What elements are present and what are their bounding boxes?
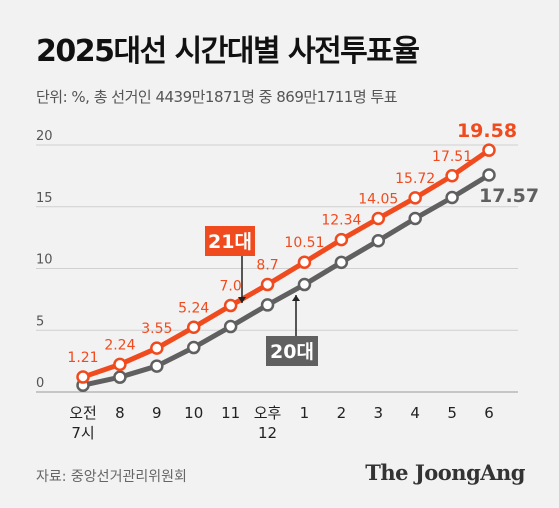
data-point-21: [260, 277, 275, 292]
chart-title: 2025대선 시간대별 사전투표율: [36, 34, 420, 69]
series-tag-20-arrowhead: [292, 295, 300, 301]
data-point-21: [113, 357, 127, 372]
y-tick-label: 10: [36, 253, 53, 268]
x-tick-label: 3: [373, 404, 383, 422]
data-label-21: 14.05: [358, 191, 398, 207]
data-label-21: 19.58: [457, 120, 517, 142]
data-point-20: [334, 255, 349, 270]
data-point-20: [150, 359, 164, 373]
series-tag-20-label: 20대: [270, 341, 314, 363]
y-tick-label: 0: [36, 376, 44, 391]
data-label-21: 5.24: [178, 300, 209, 316]
x-tick-label: 8: [115, 404, 125, 422]
data-point-21: [186, 320, 201, 335]
x-tick-label: 오후: [254, 404, 282, 422]
x-tick-label: 6: [484, 404, 494, 422]
data-point-21: [445, 169, 459, 183]
data-point-20: [408, 211, 422, 226]
data-point-20: [482, 168, 496, 182]
series-tag-21-box: [205, 226, 255, 256]
series-tag-21-arrowhead: [238, 297, 246, 303]
x-tick-label: 5: [447, 404, 457, 422]
x-tick-label: 12: [258, 424, 277, 442]
data-label-21: 17.51: [432, 149, 472, 165]
data-point-21: [408, 191, 422, 205]
data-point-21: [297, 255, 312, 269]
data-label-21: 1.21: [67, 350, 98, 366]
data-point-20: [223, 319, 238, 334]
x-tick-label: 오전: [69, 404, 97, 422]
data-label-21: 3.55: [141, 321, 172, 337]
x-tick-label: 7시: [71, 424, 94, 442]
data-point-20: [371, 233, 386, 248]
data-point-21: [150, 341, 164, 355]
data-point-20: [260, 298, 275, 312]
data-point-21: [482, 143, 496, 157]
data-point-21: [371, 211, 386, 226]
data-label-21: 2.24: [104, 337, 135, 353]
x-tick-label: 4: [410, 404, 420, 422]
y-tick-label: 20: [36, 129, 53, 144]
data-label-21: 15.72: [395, 171, 435, 187]
y-tick-label: 15: [36, 191, 53, 206]
x-tick-label: 11: [221, 404, 240, 422]
data-label-21: 7.0: [220, 279, 242, 295]
data-label-21: 8.7: [256, 258, 278, 274]
data-label-21: 10.51: [284, 235, 324, 251]
y-tick-label: 5: [36, 314, 44, 329]
series-tag-20-box: [266, 336, 318, 366]
data-point-21: [334, 232, 349, 247]
data-point-20: [113, 370, 127, 384]
publisher-logo: The JoongAng: [365, 460, 525, 485]
chart-subtitle: 단위: %, 총 선거인 4439만1871명 중 869만1711명 투표: [36, 88, 398, 106]
x-tick-label: 1: [300, 404, 310, 422]
series-tag-21-label: 21대: [208, 231, 252, 253]
x-tick-label: 9: [152, 404, 162, 422]
data-label-21: 12.34: [321, 213, 361, 229]
source-note: 자료: 중앙선거관리위원회: [36, 469, 187, 485]
data-point-21: [76, 370, 90, 384]
data-point-21: [223, 298, 238, 313]
data-point-20: [297, 277, 312, 292]
data-label-20: 17.57: [479, 185, 539, 207]
x-tick-label: 2: [337, 404, 347, 422]
x-tick-label: 10: [184, 404, 203, 422]
data-point-20: [445, 190, 459, 205]
data-point-20: [186, 340, 201, 355]
